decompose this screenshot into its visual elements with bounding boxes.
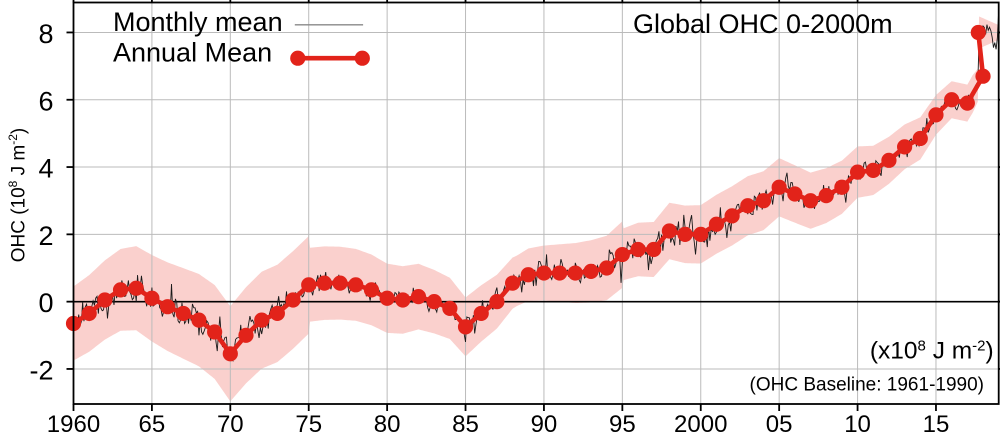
svg-text:2: 2	[38, 221, 53, 251]
svg-text:6: 6	[38, 86, 53, 116]
svg-text:(OHC Baseline: 1961-1990): (OHC Baseline: 1961-1990)	[750, 375, 984, 396]
svg-text:Global OHC 0-2000m: Global OHC 0-2000m	[633, 9, 893, 39]
svg-text:80: 80	[374, 411, 401, 438]
svg-text:10: 10	[844, 411, 871, 438]
svg-text:95: 95	[609, 411, 636, 438]
svg-text:65: 65	[139, 411, 166, 438]
svg-text:(x108 J m-2): (x108 J m-2)	[870, 338, 994, 365]
svg-text:85: 85	[452, 411, 479, 438]
svg-text:90: 90	[531, 411, 558, 438]
svg-text:0: 0	[38, 288, 53, 318]
svg-text:-2: -2	[29, 355, 53, 385]
svg-text:1960: 1960	[47, 411, 100, 438]
svg-text:Annual Mean: Annual Mean	[113, 38, 272, 68]
svg-text:15: 15	[923, 411, 950, 438]
svg-text:8: 8	[38, 19, 53, 49]
svg-text:05: 05	[766, 411, 793, 438]
svg-text:75: 75	[295, 411, 322, 438]
svg-text:2000: 2000	[674, 411, 727, 438]
svg-text:70: 70	[217, 411, 244, 438]
svg-text:Monthly mean: Monthly mean	[113, 7, 283, 37]
svg-text:4: 4	[38, 154, 53, 184]
